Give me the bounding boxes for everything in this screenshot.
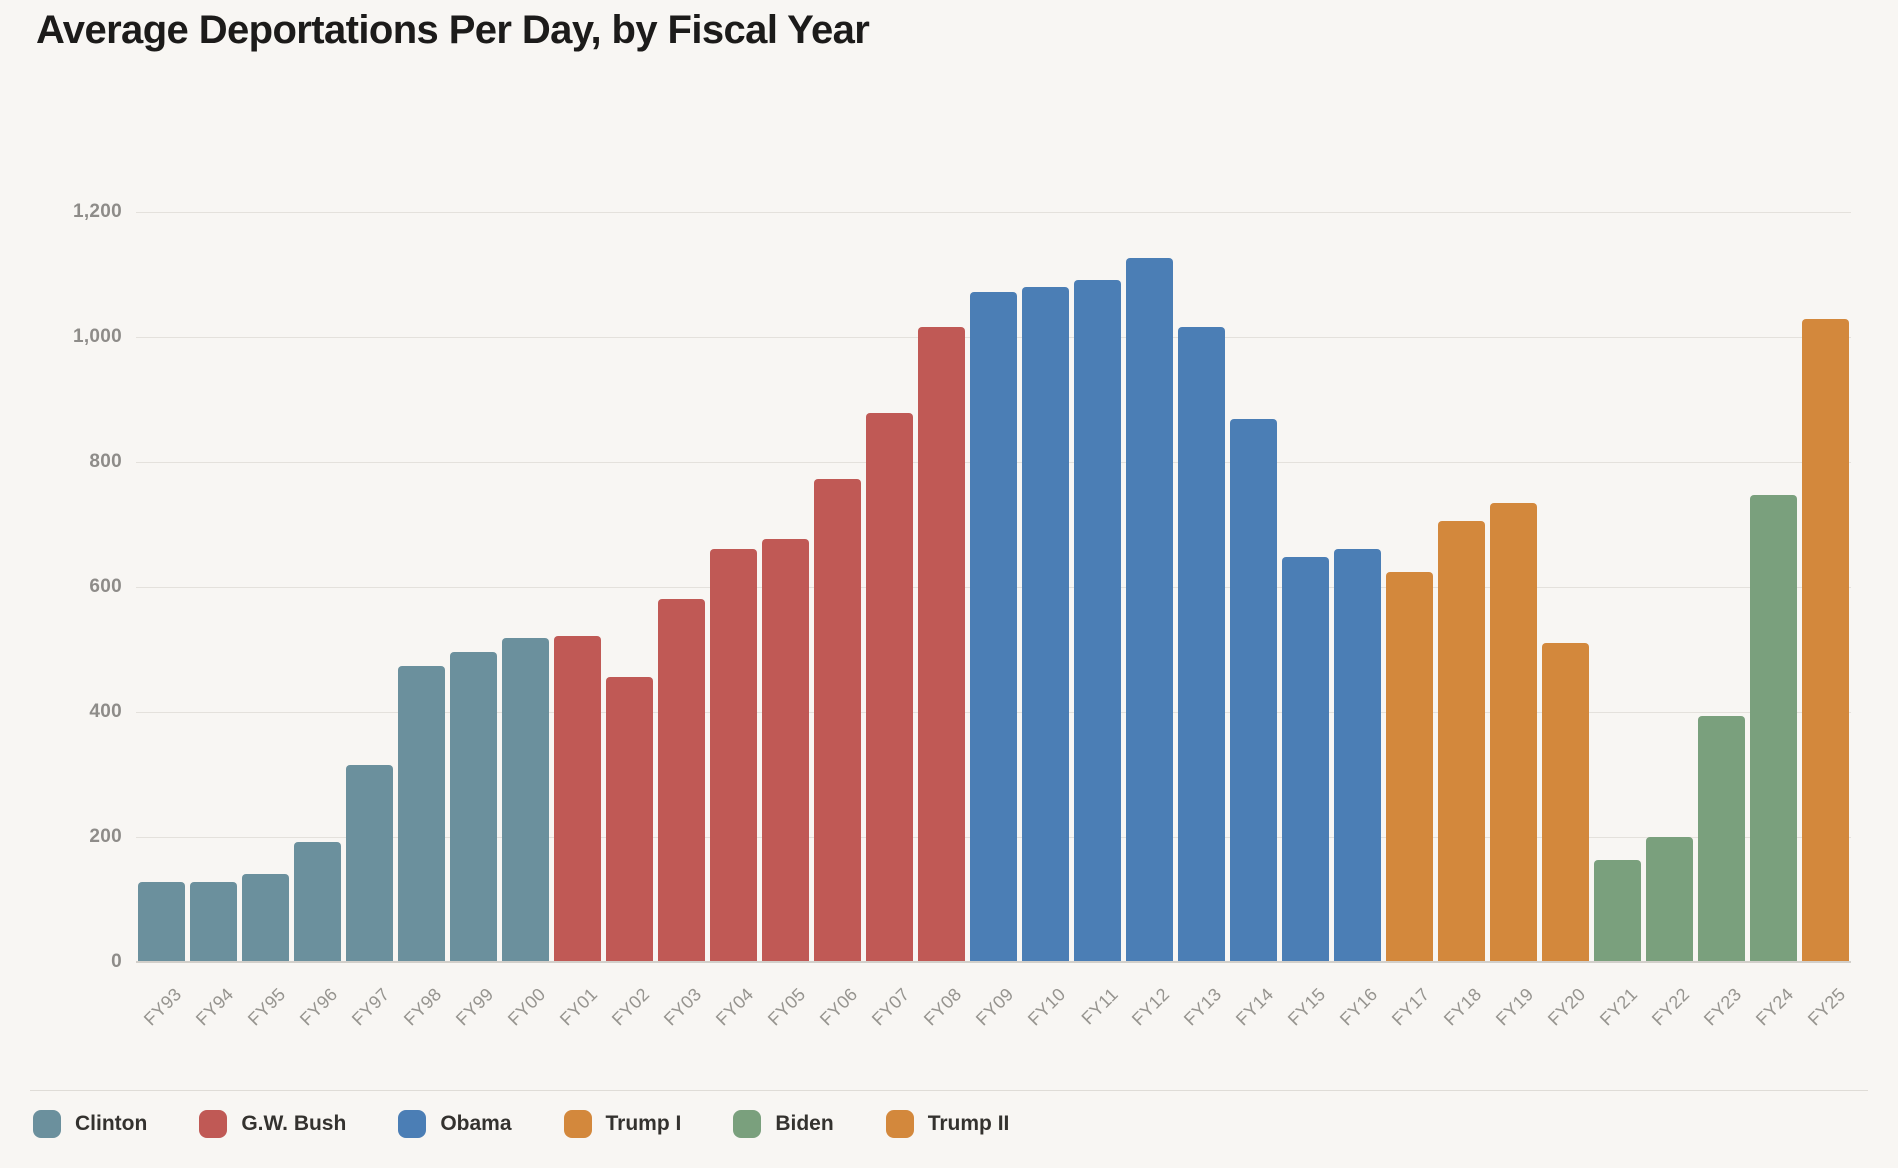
x-tick-label-FY01: FY01 [556,984,602,1030]
bar-FY97[interactable] [346,764,393,961]
legend-swatch-icon [885,1110,914,1138]
y-tick-label-600: 600 [89,576,122,597]
y-tick-label-0: 0 [111,951,122,972]
plot-area [136,211,1851,963]
bar-FY04[interactable] [710,548,757,961]
gridline-0 [136,961,1851,963]
bar-FY10[interactable] [1022,287,1069,961]
bar-FY02[interactable] [606,677,653,961]
x-tick-label-FY05: FY05 [764,984,810,1030]
x-tick-label-FY18: FY18 [1440,984,1486,1030]
bar-FY18[interactable] [1438,521,1485,961]
bar-FY00[interactable] [502,637,549,961]
y-tick-label-200: 200 [89,826,122,847]
bar-FY94[interactable] [190,882,237,961]
x-tick-label-FY24: FY24 [1752,984,1798,1030]
x-tick-label-FY17: FY17 [1388,984,1434,1030]
legend-divider [30,1090,1868,1091]
bar-FY06[interactable] [814,478,861,961]
y-tick-label-400: 400 [89,701,122,722]
x-tick-label-FY25: FY25 [1804,984,1850,1030]
bar-FY05[interactable] [762,538,809,961]
x-tick-label-FY16: FY16 [1336,984,1382,1030]
x-tick-label-FY23: FY23 [1700,984,1746,1030]
x-tick-label-FY02: FY02 [608,984,654,1030]
y-tick-label-800: 800 [89,451,122,472]
bar-FY25[interactable] [1802,318,1849,961]
legend: Clinton G.W. Bush Obama Trump I Biden Trump I… [33,1110,1009,1138]
legend-item-g-w-bush: G.W. Bush [199,1110,346,1138]
x-tick-label-FY22: FY22 [1648,984,1694,1030]
bar-FY07[interactable] [866,412,913,961]
x-tick-label-FY14: FY14 [1232,984,1278,1030]
bar-FY13[interactable] [1178,327,1225,961]
x-tick-label-FY98: FY98 [400,984,446,1030]
x-tick-label-FY97: FY97 [348,984,394,1030]
legend-label: Clinton [75,1112,148,1135]
x-tick-label-FY95: FY95 [244,984,290,1030]
bar-FY09[interactable] [970,292,1017,961]
x-tick-label-FY20: FY20 [1544,984,1590,1030]
bar-FY22[interactable] [1646,837,1693,961]
x-tick-label-FY00: FY00 [504,984,550,1030]
bar-FY24[interactable] [1750,495,1797,961]
bar-FY21[interactable] [1594,859,1641,961]
x-tick-label-FY93: FY93 [140,984,186,1030]
legend-label: G.W. Bush [241,1112,347,1135]
bar-FY95[interactable] [242,874,289,961]
x-tick-label-FY12: FY12 [1128,984,1174,1030]
bar-FY01[interactable] [554,636,601,961]
x-tick-label-FY04: FY04 [712,984,758,1030]
bar-FY12[interactable] [1126,257,1173,961]
bar-FY16[interactable] [1334,549,1381,961]
bar-FY20[interactable] [1542,642,1589,961]
legend-label: Obama [440,1112,512,1135]
x-tick-label-FY96: FY96 [296,984,342,1030]
x-tick-label-FY03: FY03 [660,984,706,1030]
bar-FY99[interactable] [450,652,497,961]
gridline-1200 [136,211,1851,213]
x-tick-label-FY06: FY06 [816,984,862,1030]
bar-FY93[interactable] [138,882,185,961]
x-tick-label-FY09: FY09 [972,984,1018,1030]
bar-FY11[interactable] [1074,279,1121,961]
legend-item-trump-ii: Trump II [885,1110,1010,1138]
x-tick-label-FY13: FY13 [1180,984,1226,1030]
legend-swatch-icon [733,1110,762,1138]
legend-swatch-icon [33,1110,61,1138]
legend-item-biden: Biden [733,1110,834,1138]
legend-item-clinton: Clinton [33,1110,147,1138]
legend-item-obama: Obama [398,1110,512,1138]
x-tick-label-FY08: FY08 [920,984,966,1030]
legend-swatch-icon [199,1110,228,1138]
bar-FY08[interactable] [918,326,965,961]
legend-swatch-icon [563,1110,592,1138]
bar-FY15[interactable] [1282,557,1329,961]
x-tick-label-FY15: FY15 [1284,984,1330,1030]
bar-FY98[interactable] [398,666,445,961]
legend-label: Biden [775,1112,834,1135]
legend-label: Trump I [605,1112,682,1135]
x-tick-label-FY21: FY21 [1596,984,1642,1030]
bar-FY03[interactable] [658,598,705,961]
legend-swatch-icon [398,1110,427,1138]
bar-FY14[interactable] [1230,418,1277,961]
x-tick-label-FY94: FY94 [192,984,238,1030]
y-tick-label-1000: 1,000 [72,326,122,347]
x-tick-label-FY07: FY07 [868,984,914,1030]
bar-FY96[interactable] [294,842,341,961]
bar-FY23[interactable] [1698,716,1745,961]
x-tick-label-FY11: FY11 [1077,984,1122,1029]
x-tick-label-FY10: FY10 [1024,984,1070,1030]
legend-item-trump-i: Trump I [563,1110,682,1138]
bar-FY19[interactable] [1490,502,1537,961]
legend-label: Trump II [927,1112,1010,1135]
x-tick-label-FY99: FY99 [452,984,498,1030]
x-tick-label-FY19: FY19 [1492,984,1538,1030]
y-tick-label-1200: 1,200 [72,201,122,222]
chart-title: Average Deportations Per Day, by Fiscal … [36,8,870,52]
bar-FY17[interactable] [1386,572,1433,961]
